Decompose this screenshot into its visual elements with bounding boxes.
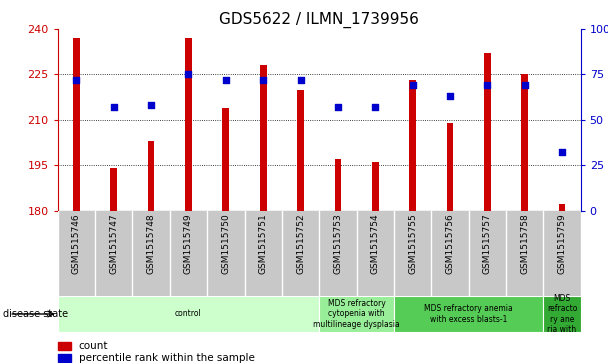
Text: GSM1515756: GSM1515756 bbox=[446, 213, 454, 274]
Text: GSM1515748: GSM1515748 bbox=[147, 213, 156, 274]
FancyBboxPatch shape bbox=[319, 296, 394, 332]
Point bbox=[295, 77, 305, 83]
Point bbox=[482, 82, 492, 88]
Point bbox=[184, 72, 193, 77]
FancyBboxPatch shape bbox=[58, 296, 319, 332]
Text: GSM1515758: GSM1515758 bbox=[520, 213, 529, 274]
Text: GSM1515747: GSM1515747 bbox=[109, 213, 119, 274]
Title: GDS5622 / ILMN_1739956: GDS5622 / ILMN_1739956 bbox=[219, 12, 419, 28]
Text: control: control bbox=[175, 310, 202, 318]
Bar bbox=[297, 90, 304, 211]
Bar bbox=[409, 81, 416, 211]
Bar bbox=[559, 204, 565, 211]
Point bbox=[370, 104, 380, 110]
Bar bbox=[260, 65, 266, 211]
Point bbox=[109, 104, 119, 110]
Text: GSM1515755: GSM1515755 bbox=[408, 213, 417, 274]
Point bbox=[408, 82, 418, 88]
Point bbox=[557, 150, 567, 155]
Text: GSM1515749: GSM1515749 bbox=[184, 213, 193, 274]
Point bbox=[72, 77, 81, 83]
Text: MDS refractory anemia
with excess blasts-1: MDS refractory anemia with excess blasts… bbox=[424, 304, 513, 324]
Bar bbox=[148, 141, 154, 211]
Text: disease state: disease state bbox=[3, 309, 68, 319]
Text: percentile rank within the sample: percentile rank within the sample bbox=[78, 353, 255, 363]
Text: GSM1515754: GSM1515754 bbox=[371, 213, 380, 274]
Point bbox=[258, 77, 268, 83]
Point bbox=[221, 77, 230, 83]
Bar bbox=[58, 342, 71, 350]
Point bbox=[445, 93, 455, 99]
FancyBboxPatch shape bbox=[544, 296, 581, 332]
Text: GSM1515757: GSM1515757 bbox=[483, 213, 492, 274]
Text: count: count bbox=[78, 341, 108, 351]
Bar bbox=[446, 123, 454, 211]
Bar bbox=[223, 108, 229, 211]
Text: GSM1515752: GSM1515752 bbox=[296, 213, 305, 274]
Text: GSM1515751: GSM1515751 bbox=[258, 213, 268, 274]
Text: GSM1515759: GSM1515759 bbox=[558, 213, 567, 274]
Text: GSM1515746: GSM1515746 bbox=[72, 213, 81, 274]
Bar bbox=[484, 53, 491, 211]
FancyBboxPatch shape bbox=[394, 296, 544, 332]
Bar bbox=[58, 354, 71, 362]
Text: MDS refractory
cytopenia with
multilineage dysplasia: MDS refractory cytopenia with multilinea… bbox=[313, 299, 400, 329]
Bar bbox=[334, 159, 341, 211]
Text: MDS
refracto
ry ane
ria with: MDS refracto ry ane ria with bbox=[547, 294, 577, 334]
Text: GSM1515753: GSM1515753 bbox=[333, 213, 342, 274]
Bar bbox=[73, 38, 80, 211]
Bar bbox=[111, 168, 117, 211]
Bar bbox=[185, 38, 192, 211]
Bar bbox=[372, 162, 379, 211]
Bar bbox=[521, 74, 528, 211]
Point bbox=[333, 104, 343, 110]
Text: GSM1515750: GSM1515750 bbox=[221, 213, 230, 274]
Point bbox=[520, 82, 530, 88]
Point bbox=[147, 102, 156, 108]
